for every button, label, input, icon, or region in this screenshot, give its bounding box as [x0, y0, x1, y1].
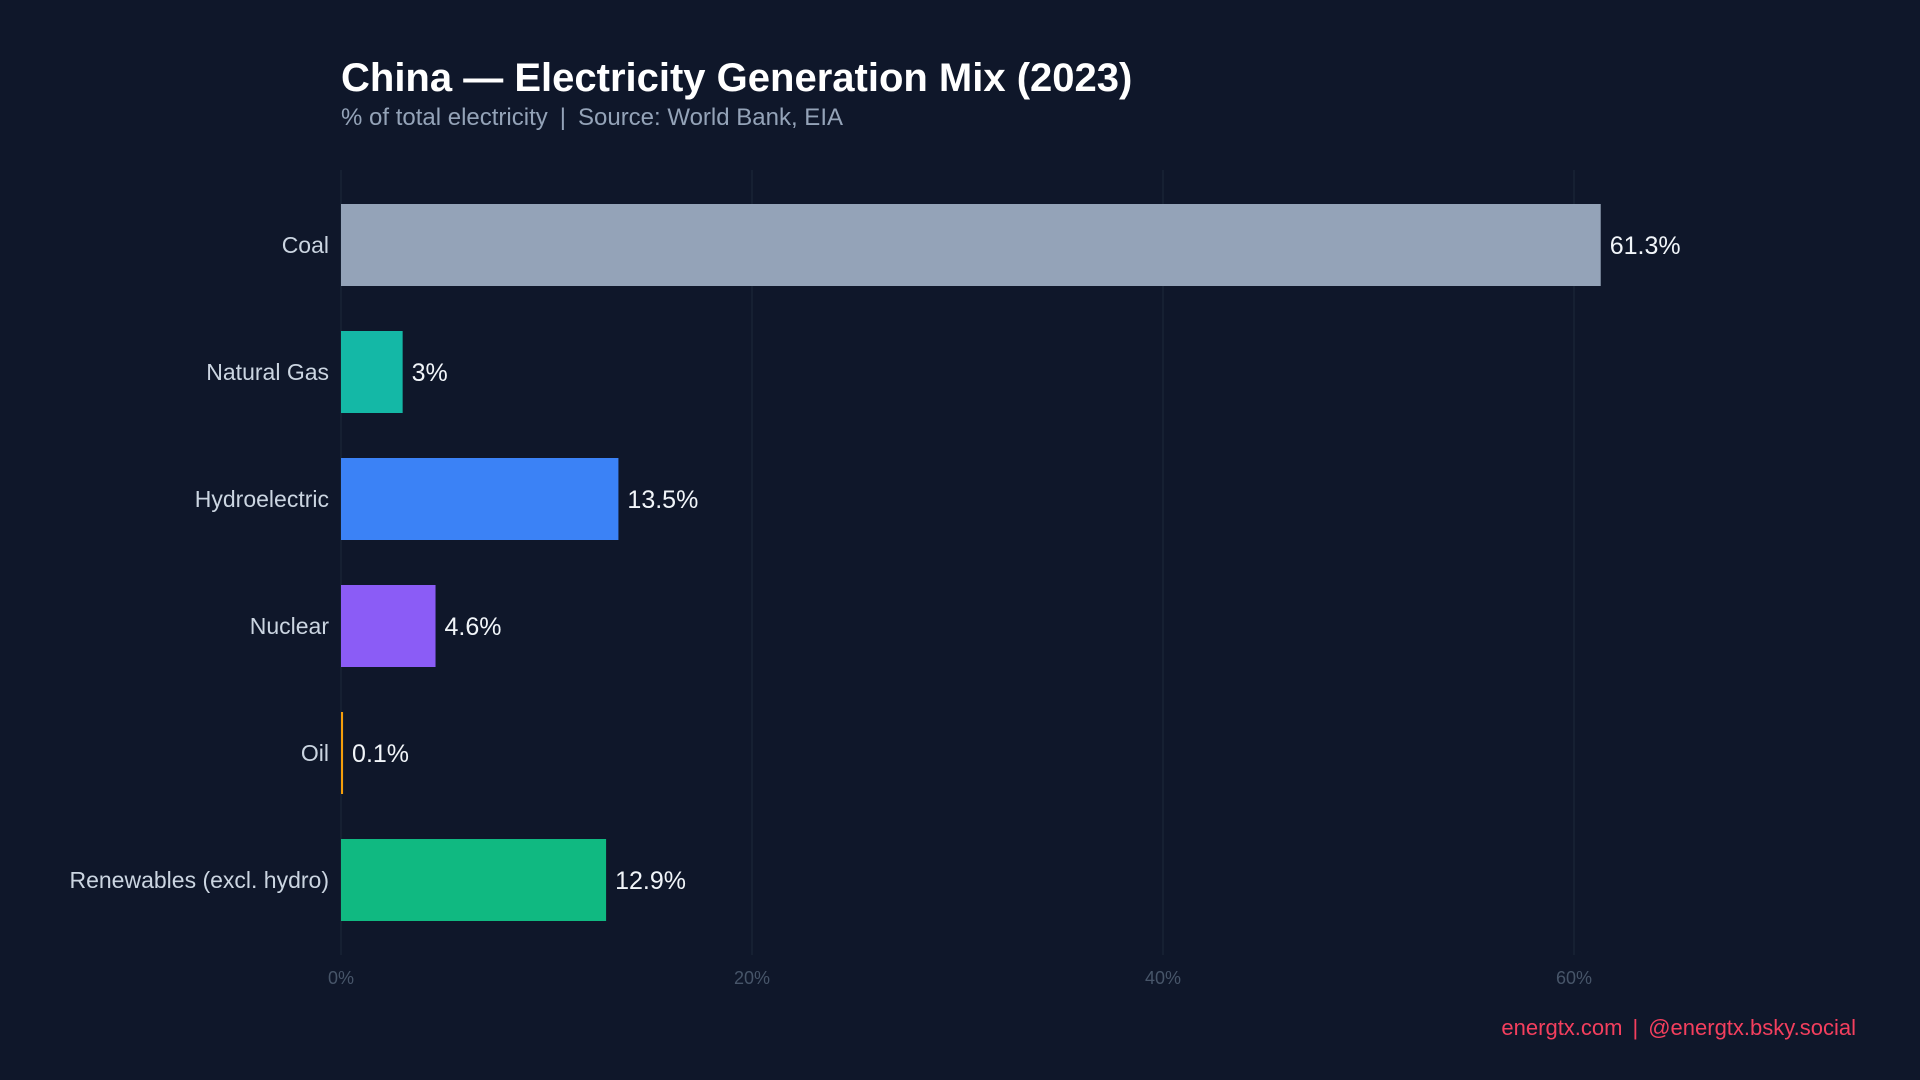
category-label: Nuclear	[250, 613, 330, 639]
bar-hydroelectric	[341, 458, 619, 540]
chart-title: China — Electricity Generation Mix (2023…	[341, 56, 1133, 100]
category-label: Oil	[301, 740, 329, 766]
bar-nuclear	[341, 585, 436, 667]
category-label: Natural Gas	[206, 359, 329, 385]
x-tick-label: 0%	[328, 968, 354, 988]
value-label: 3%	[412, 359, 448, 387]
footer-separator: |	[1632, 1015, 1639, 1040]
value-label: 12.9%	[615, 867, 686, 895]
value-label: 4.6%	[445, 613, 502, 641]
footer-social: @energtx.bsky.social	[1648, 1015, 1856, 1040]
value-label: 0.1%	[352, 740, 409, 768]
category-label: Hydroelectric	[195, 486, 329, 512]
value-label: 61.3%	[1610, 232, 1681, 260]
x-tick-label: 20%	[734, 968, 770, 988]
category-label: Coal	[282, 232, 329, 258]
footer-site: energtx.com	[1501, 1015, 1623, 1040]
chart-subtitle: % of total electricity | Source: World Ban…	[341, 104, 843, 132]
bar-renewables-excl-hydro	[341, 839, 607, 921]
footer-credits: energtx.com | @energtx.bsky.social	[1501, 1015, 1856, 1041]
bar-natural-gas	[341, 331, 403, 413]
value-label: 13.5%	[627, 486, 698, 514]
subtitle-unit: % of total electricity	[341, 104, 548, 131]
bar-coal	[341, 204, 1601, 286]
subtitle-separator: |	[559, 104, 566, 131]
bar-oil	[341, 712, 344, 794]
category-label: Renewables (excl. hydro)	[69, 867, 329, 893]
subtitle-source: Source: World Bank, EIA	[577, 104, 843, 131]
x-tick-label: 40%	[1145, 968, 1181, 988]
x-tick-label: 60%	[1556, 968, 1592, 988]
